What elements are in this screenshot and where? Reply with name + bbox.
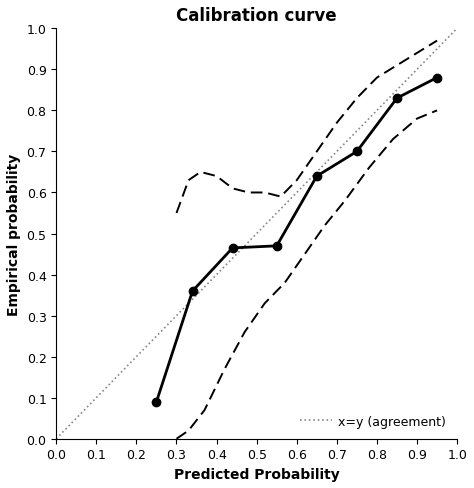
X-axis label: Predicted Probability: Predicted Probability (174, 467, 339, 481)
Legend: x=y (agreement): x=y (agreement) (295, 410, 451, 433)
Title: Calibration curve: Calibration curve (176, 7, 337, 25)
Y-axis label: Empirical probability: Empirical probability (7, 153, 21, 315)
